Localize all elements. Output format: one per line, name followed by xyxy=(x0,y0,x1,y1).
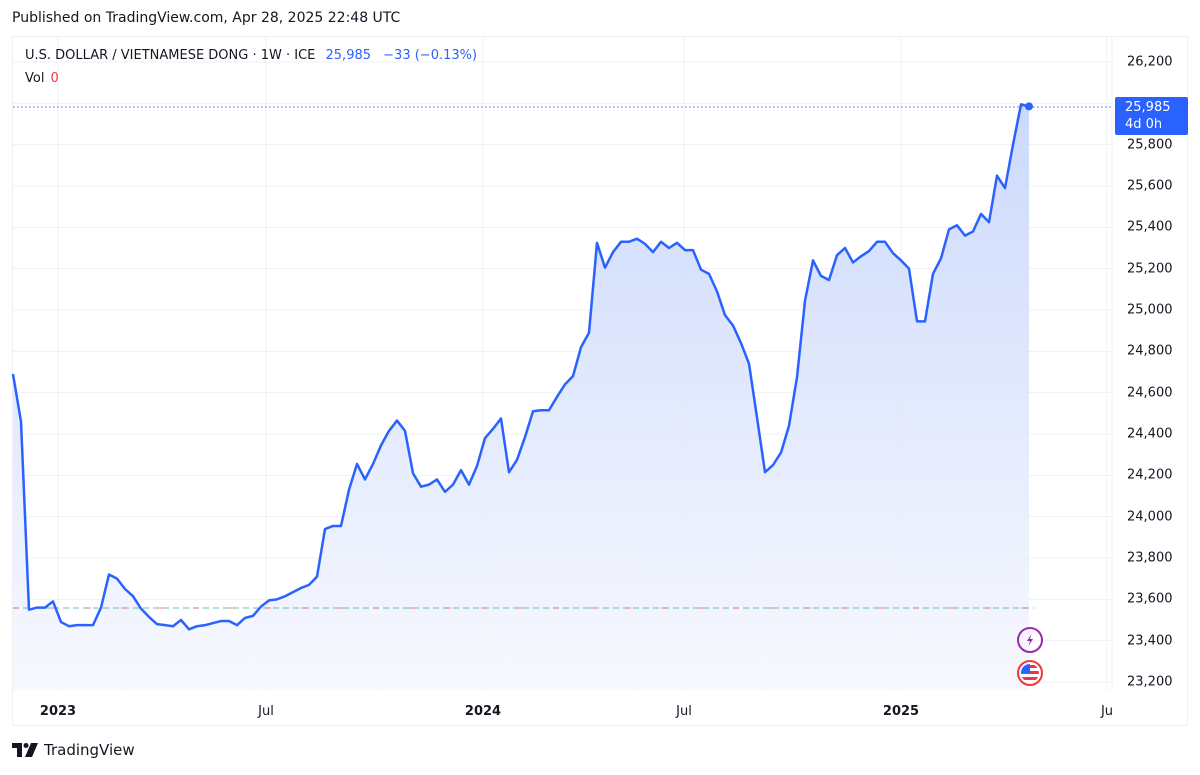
price-line xyxy=(11,103,1030,631)
chart-frame xyxy=(12,36,1188,726)
price-axis-label: 24,200 xyxy=(1127,467,1173,483)
last-price-dot xyxy=(1025,102,1033,111)
time-axis-label: Jul xyxy=(676,704,692,719)
brand-name: TradingView xyxy=(44,741,135,759)
footer-brand[interactable]: TradingView xyxy=(12,741,135,759)
time-axis-label: 2025 xyxy=(882,704,920,719)
symbol-title[interactable]: U.S. DOLLAR / VIETNAMESE DONG · 1W · ICE xyxy=(25,48,316,63)
price-axis-label: 24,600 xyxy=(1127,385,1173,401)
price-tag-value: 25,985 xyxy=(1125,100,1171,115)
price-axis-label: 25,200 xyxy=(1127,261,1173,277)
price-axis-label: 23,400 xyxy=(1127,633,1173,649)
price-axis-label: 24,000 xyxy=(1127,509,1173,525)
price-axis-label: 23,800 xyxy=(1127,550,1173,566)
price-axis-label: 24,400 xyxy=(1127,426,1173,442)
price-axis-label: 25,000 xyxy=(1127,302,1173,318)
price-axis-label: 25,400 xyxy=(1127,219,1173,235)
us-flag-icon[interactable] xyxy=(1017,660,1043,686)
vol-value: 0 xyxy=(50,71,59,86)
volume-legend: Vol 0 xyxy=(25,71,59,86)
lightning-event-icon[interactable] xyxy=(1017,627,1043,653)
price-axis-label: 24,800 xyxy=(1127,343,1173,359)
tradingview-logo-icon xyxy=(12,743,38,757)
price-area-fill xyxy=(13,104,1029,690)
legend-price: 25,985 xyxy=(325,48,372,63)
price-axis-label: 23,200 xyxy=(1127,674,1173,690)
time-axis-label: 2024 xyxy=(464,704,502,719)
published-note: Published on TradingView.com, Apr 28, 20… xyxy=(12,10,401,26)
price-axis-label: 23,600 xyxy=(1127,591,1173,607)
time-axis-label: Ju xyxy=(1100,704,1114,719)
price-axis-label: 25,800 xyxy=(1127,137,1173,153)
price-tag-countdown: 4d 0h xyxy=(1125,117,1163,132)
last-price-tag: 25,985 4d 0h xyxy=(1115,97,1188,135)
price-axis-label: 26,200 xyxy=(1127,54,1173,70)
price-axis-label: 25,600 xyxy=(1127,178,1173,194)
vol-label: Vol xyxy=(25,71,45,86)
legend-change: −33 (−0.13%) xyxy=(383,48,478,63)
legend: U.S. DOLLAR / VIETNAMESE DONG · 1W · ICE… xyxy=(25,48,477,63)
time-axis-label: Jul xyxy=(258,704,274,719)
time-axis-label: 2023 xyxy=(39,704,77,719)
